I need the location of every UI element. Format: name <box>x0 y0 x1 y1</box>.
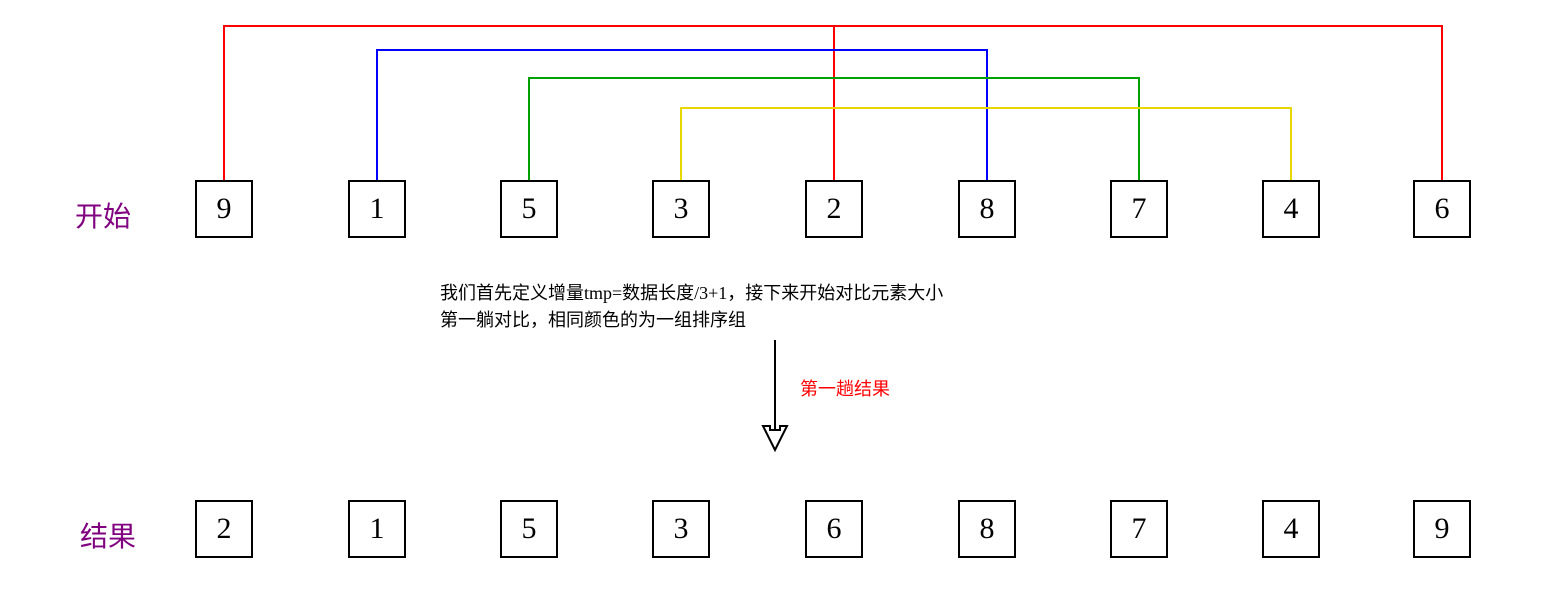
start-label: 开始 <box>75 195 131 235</box>
result-box-0: 2 <box>195 500 253 558</box>
result-box-1: 1 <box>348 500 406 558</box>
connector-line <box>529 78 1139 180</box>
result-box-5: 8 <box>958 500 1016 558</box>
result-box-6: 7 <box>1110 500 1168 558</box>
start-box-4: 2 <box>805 180 863 238</box>
start-box-5: 8 <box>958 180 1016 238</box>
arrow-head-icon <box>763 426 787 450</box>
arrow-label: 第一趟结果 <box>800 375 890 401</box>
description-line1: 我们首先定义增量tmp=数据长度/3+1，接下来开始对比元素大小 <box>440 280 943 307</box>
connector-line <box>377 50 987 180</box>
connector-line <box>681 108 1291 180</box>
result-box-7: 4 <box>1262 500 1320 558</box>
description-text: 我们首先定义增量tmp=数据长度/3+1，接下来开始对比元素大小 第一躺对比，相… <box>440 280 943 334</box>
result-label: 结果 <box>80 515 136 555</box>
start-box-0: 9 <box>195 180 253 238</box>
result-box-3: 3 <box>652 500 710 558</box>
result-box-8: 9 <box>1413 500 1471 558</box>
result-box-2: 5 <box>500 500 558 558</box>
start-box-3: 3 <box>652 180 710 238</box>
start-box-6: 7 <box>1110 180 1168 238</box>
result-box-4: 6 <box>805 500 863 558</box>
start-box-1: 1 <box>348 180 406 238</box>
description-line2: 第一躺对比，相同颜色的为一组排序组 <box>440 307 943 334</box>
start-box-7: 4 <box>1262 180 1320 238</box>
connector-line <box>224 26 1442 180</box>
start-box-2: 5 <box>500 180 558 238</box>
start-box-8: 6 <box>1413 180 1471 238</box>
